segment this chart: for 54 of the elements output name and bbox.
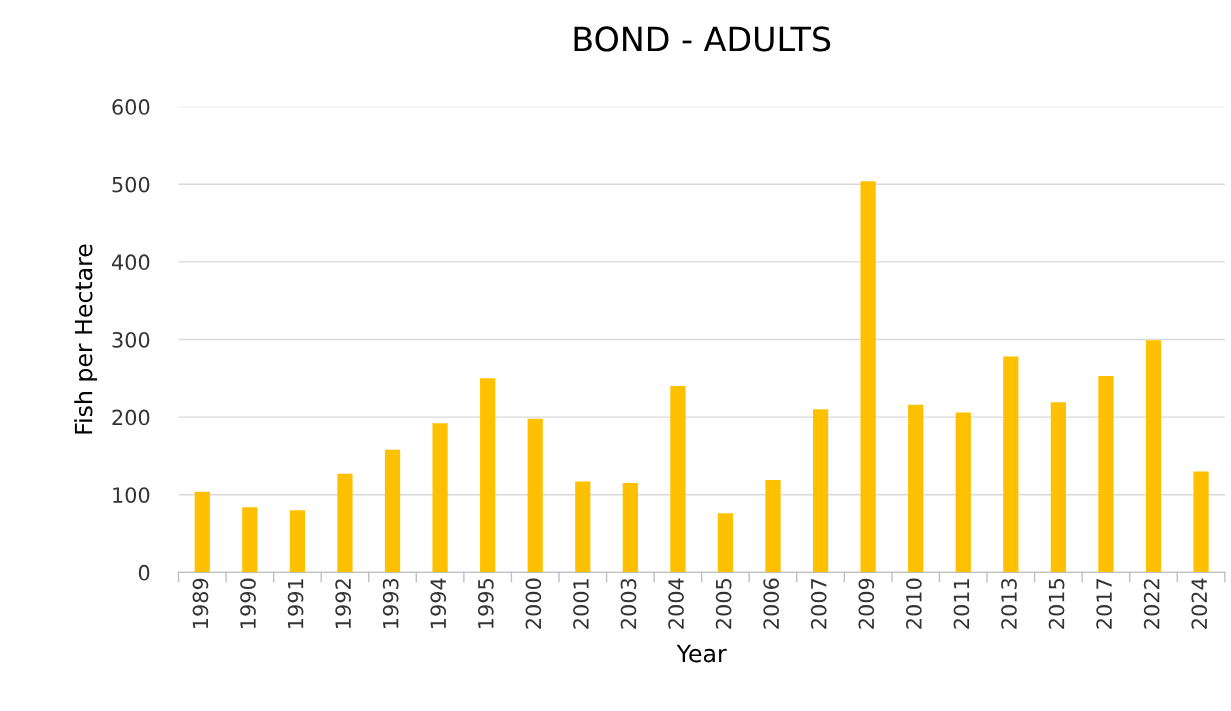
bar	[527, 418, 543, 573]
y-tick-label: 500	[112, 176, 150, 193]
x-tick-label: 2005	[715, 579, 732, 629]
chart-title: BOND - ADULTS	[574, 26, 831, 52]
x-tick-label: 2000	[525, 578, 542, 629]
bar	[765, 479, 781, 573]
y-tick-label: 0	[138, 564, 150, 581]
bar	[1145, 340, 1162, 573]
bar	[1098, 375, 1114, 573]
bar	[289, 510, 306, 573]
bar	[670, 386, 686, 573]
x-tick-label: 1989	[192, 578, 209, 628]
bar	[480, 378, 496, 573]
bar	[194, 491, 210, 573]
bar	[812, 409, 829, 573]
x-tick-label: 2011	[953, 579, 970, 629]
bar	[1193, 471, 1209, 573]
bar	[622, 483, 638, 573]
y-tick-label: 200	[112, 409, 150, 426]
x-tick-label: 2003	[620, 578, 637, 629]
bar	[908, 404, 924, 573]
x-tick-label: 1991	[287, 579, 304, 628]
x-tick-label: 2013	[1001, 578, 1017, 629]
x-tick-label: 2006	[763, 578, 780, 629]
bar	[717, 513, 734, 573]
bar	[955, 412, 971, 573]
y-tick-label: 400	[111, 254, 150, 271]
x-tick-label: 1994	[430, 578, 447, 628]
x-tick-label: 2015	[1048, 579, 1065, 629]
y-tick-label: 100	[113, 487, 150, 503]
bar	[337, 473, 353, 573]
x-tick-label: 2017	[1096, 579, 1112, 629]
x-tick-label: 2007	[810, 579, 827, 629]
bar	[242, 507, 258, 573]
x-tick-label: 1990	[240, 578, 256, 628]
bar	[575, 481, 591, 573]
y-tick-label: 300	[112, 331, 150, 348]
x-tick-label: 2004	[668, 578, 684, 629]
bar	[860, 181, 876, 573]
bar	[432, 423, 448, 573]
y-axis-title: Fish per Hectare	[74, 244, 98, 434]
bar	[1003, 356, 1019, 573]
x-tick-label: 2010	[905, 578, 922, 629]
x-tick-label: 1993	[382, 578, 399, 628]
x-tick-label: 2001	[573, 579, 589, 629]
x-tick-label: 1992	[335, 579, 351, 628]
x-tick-label: 1995	[477, 579, 494, 628]
bar	[1050, 402, 1066, 573]
x-tick-label: 2024	[1191, 578, 1208, 629]
y-tick-label: 600	[112, 99, 150, 115]
x-tick-label: 2009	[858, 578, 875, 629]
x-axis-title: Year	[676, 644, 727, 663]
bar	[384, 449, 401, 573]
x-tick-label: 2022	[1143, 579, 1160, 629]
